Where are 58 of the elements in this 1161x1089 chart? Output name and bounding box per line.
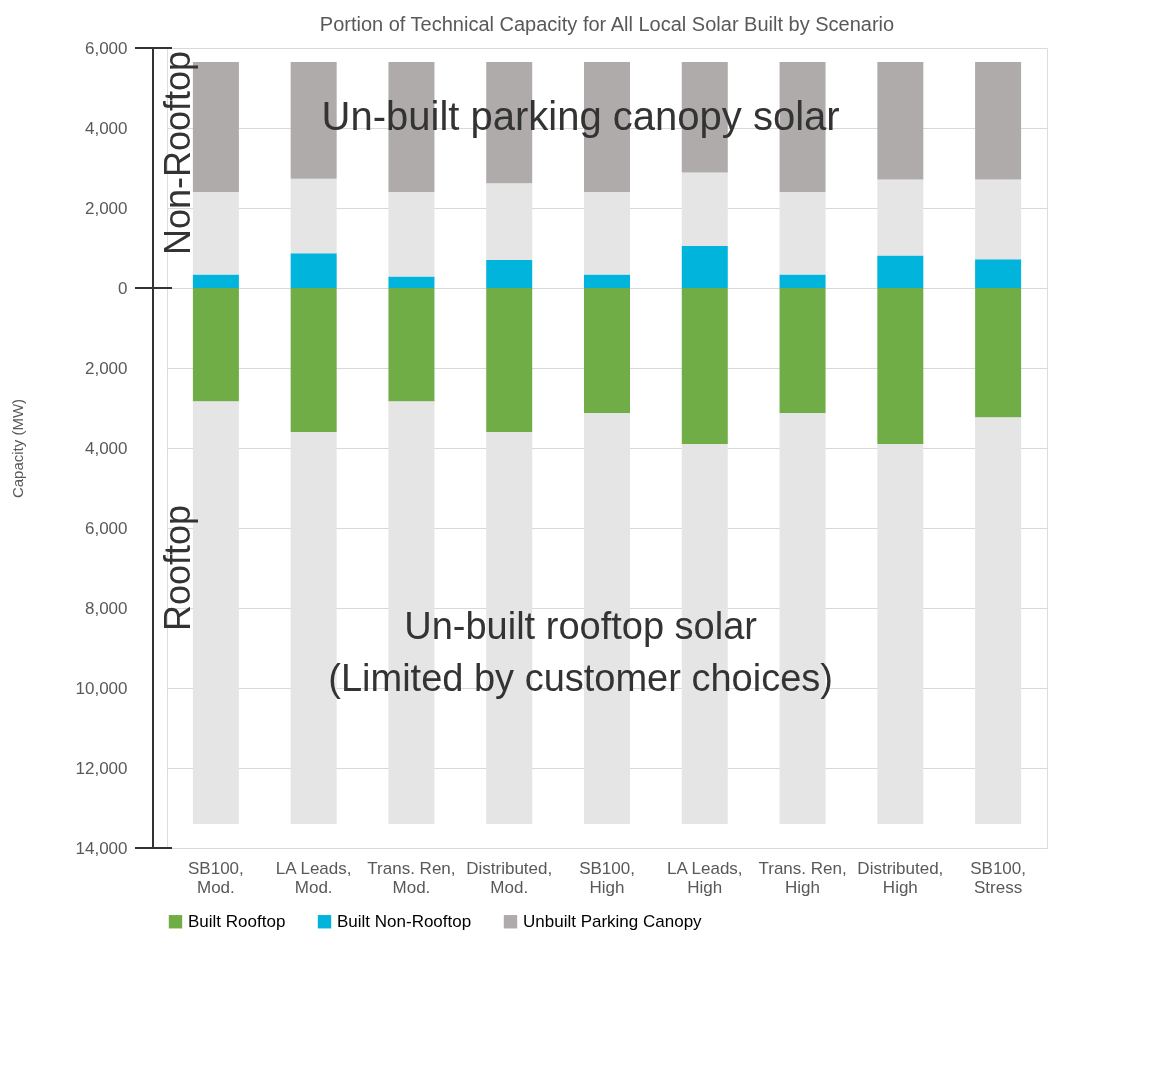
y-tick-label: 10,000 [75, 678, 128, 698]
y-tick-label: 8,000 [84, 598, 128, 618]
bar [486, 260, 533, 288]
bar [584, 192, 630, 275]
bar [975, 417, 1022, 824]
bar [290, 178, 337, 254]
legend-label: Built Non-Rooftop [337, 911, 472, 931]
bar [975, 259, 1022, 288]
bar [681, 246, 728, 288]
annotation: Un-built rooftop solar (Limited by customer choices) [328, 605, 833, 699]
y-tick-label: 4,000 [84, 118, 128, 138]
bar [584, 274, 630, 288]
bar [388, 276, 435, 288]
legend-label: Unbuilt Parking Canopy [523, 911, 703, 931]
bar [877, 255, 924, 288]
y-tick-label: 2,000 [84, 358, 128, 378]
bar [388, 288, 435, 402]
annotation: Rooftop [157, 504, 198, 632]
y-tick-label: 0 [118, 278, 128, 298]
bar [877, 179, 924, 256]
x-tick-label: Distributed, High [857, 858, 944, 897]
y-tick-label: 6,000 [84, 518, 128, 538]
x-tick-label: SB100, High [579, 858, 635, 897]
y-tick-label: 4,000 [84, 438, 128, 458]
bar [486, 288, 533, 432]
bar [975, 179, 1022, 260]
bar [877, 62, 924, 180]
y-axis-title: Capacity (MW) [8, 398, 26, 499]
bar [290, 288, 337, 432]
bar [681, 172, 728, 246]
x-tick-label: SB100, Mod. [188, 858, 244, 897]
x-tick-label: LA Leads, Mod. [275, 858, 352, 897]
bar [779, 274, 826, 288]
bar [877, 444, 924, 824]
bar [192, 288, 239, 402]
chart-title: Portion of Technical Capacity for All Local Solar Built by Scenario [319, 13, 895, 35]
x-tick-label: LA Leads, High [666, 858, 743, 897]
bar [486, 183, 533, 260]
y-tick-label: 12,000 [75, 758, 128, 778]
bar [192, 274, 239, 288]
bar [975, 288, 1022, 418]
y-tick-label: 6,000 [84, 38, 128, 58]
y-tick-label: 14,000 [75, 838, 128, 858]
bar [681, 288, 728, 444]
bar [877, 288, 924, 444]
x-tick-label: SB100, Stress [970, 858, 1026, 897]
bar [584, 288, 630, 414]
bar [975, 62, 1022, 180]
bar [779, 192, 826, 275]
legend-label: Built Rooftop [188, 911, 286, 931]
y-tick-label: 2,000 [84, 198, 128, 218]
annotation: Non-Rooftop [157, 50, 198, 256]
x-tick-label: Trans. Ren, High [758, 858, 847, 897]
bar [388, 192, 435, 277]
x-tick-label: Distributed, Mod. [466, 858, 553, 897]
bar [290, 253, 337, 288]
x-tick-label: Trans. Ren, Mod. [367, 858, 456, 897]
bar [779, 288, 826, 414]
